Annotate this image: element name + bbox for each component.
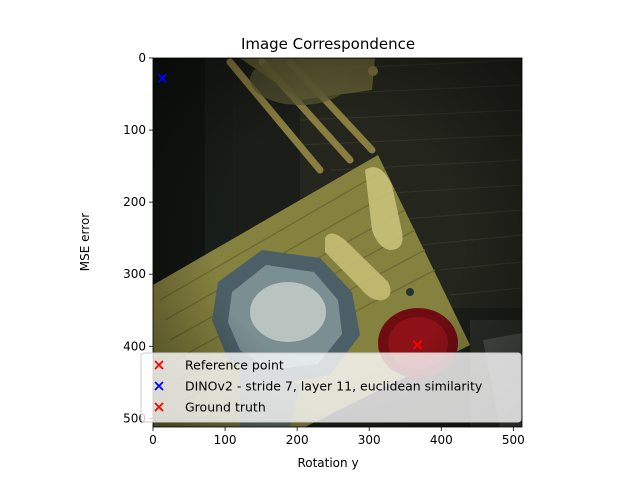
legend-marker-0: [154, 360, 164, 370]
y-tick-label: 400: [123, 339, 146, 353]
scatter-markers: [157, 73, 423, 350]
y-tick-label: 0: [138, 51, 146, 65]
y-axis-ticks: 0 100 200 300 400 500: [123, 51, 153, 425]
x-tick-label: 0: [149, 433, 157, 447]
legend-marker-1: [154, 381, 164, 391]
legend: Reference point DINOv2 - stride 7, layer …: [140, 352, 522, 423]
y-tick-label: 500: [123, 411, 146, 425]
x-tick-label: 300: [358, 433, 381, 447]
x-tick-label: 400: [430, 433, 453, 447]
x-tick-label: 100: [214, 433, 237, 447]
chart-title: Image Correspondence: [241, 35, 415, 53]
x-axis-ticks: 0 100 200 300 400 500: [149, 427, 525, 447]
marker-series-2: [412, 340, 423, 350]
plot-frame: [152, 57, 523, 428]
y-tick-label: 200: [123, 195, 146, 209]
x-tick-label: 200: [286, 433, 309, 447]
x-axis-label: Rotation y: [297, 456, 358, 470]
x-tick-label: 500: [502, 433, 525, 447]
marker-series-1: [157, 73, 168, 83]
legend-label-0: Reference point: [185, 358, 284, 373]
legend-label-1: DINOv2 - stride 7, layer 11, euclidean s…: [185, 379, 483, 394]
legend-marker-2: [154, 402, 164, 412]
y-tick-label: 300: [123, 267, 146, 281]
legend-box: [140, 352, 522, 423]
legend-label-2: Ground truth: [185, 400, 266, 415]
y-axis-label: MSE error: [78, 213, 92, 271]
y-tick-label: 100: [123, 123, 146, 137]
